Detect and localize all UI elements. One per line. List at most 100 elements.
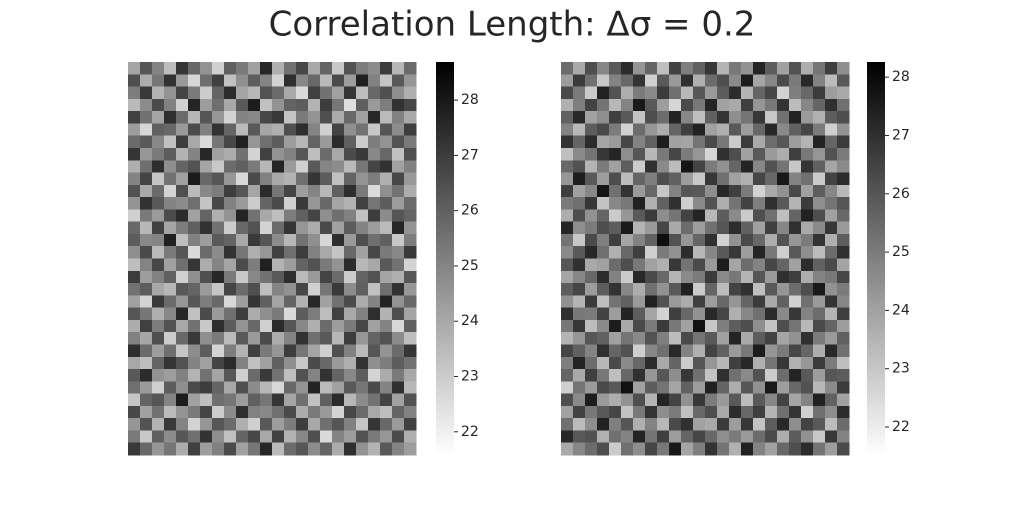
heatmap-cell [236,197,249,210]
heatmap-cell [693,172,706,186]
heatmap-cell [657,209,670,222]
heatmap-cell [765,62,778,75]
heatmap-cell [741,356,754,370]
heatmap-cell [621,332,634,345]
heatmap-cell [236,381,249,394]
heatmap-cell [176,62,189,75]
heatmap-cell [152,86,165,100]
heatmap-cell [741,295,754,308]
heatmap-cell [332,344,345,358]
heatmap-cell [645,197,658,210]
heatmap-cell [837,332,850,345]
heatmap-cell [621,381,634,394]
heatmap-cell [837,221,850,235]
heatmap-cell [152,442,165,456]
heatmap-cell [705,270,718,284]
heatmap-cell [681,74,694,87]
heatmap-cell [681,135,694,149]
heatmap-cell [308,135,321,149]
heatmap-cell [152,332,165,345]
heatmap-cell [645,135,658,149]
heatmap-cell [765,356,778,370]
heatmap-cell [260,86,273,100]
heatmap-cell [188,356,201,370]
heatmap-cell [224,184,237,198]
heatmap-cell [404,233,417,247]
heatmap-cell [356,184,369,198]
heatmap-cell [272,172,285,186]
heatmap-cell [585,111,598,124]
heatmap-cell [404,393,417,407]
heatmap-cell [573,172,586,186]
heatmap-cell [188,344,201,358]
heatmap-cell [272,356,285,370]
heatmap-cell [789,270,802,284]
heatmap-cell [248,369,261,382]
heatmap-cell [753,86,766,100]
heatmap-cell [705,283,718,296]
heatmap-cell [669,356,682,370]
heatmap-cell [164,418,177,431]
heatmap-cell [344,283,357,296]
heatmap-cell [200,233,213,247]
heatmap-cell [777,147,790,161]
heatmap-cell [392,147,405,161]
heatmap-cell [705,369,718,382]
heatmap-cell [296,307,309,321]
heatmap-cell [657,283,670,296]
heatmap-cell [212,246,225,259]
heatmap-cell [717,405,730,419]
heatmap-cell [717,393,730,407]
heatmap-cell [621,74,634,87]
heatmap-cell [140,62,153,75]
heatmap-cell [825,123,838,136]
heatmap-cell [609,369,622,382]
heatmap-cell [308,258,321,272]
heatmap-cell [621,135,634,149]
heatmap-cell [597,270,610,284]
heatmap-cell [152,307,165,321]
heatmap-cell [585,307,598,321]
heatmap-cell [753,123,766,136]
heatmap-cell [777,197,790,210]
heatmap-cell [320,418,333,431]
heatmap-cell [392,98,405,112]
heatmap-cell [729,233,742,247]
heatmap-cell [825,332,838,345]
heatmap-cell [212,147,225,161]
heatmap-cell [777,381,790,394]
heatmap-cell [164,111,177,124]
heatmap-cell [332,319,345,333]
heatmap-cell [272,246,285,259]
heatmap-cell [392,86,405,100]
heatmap-cell [344,418,357,431]
heatmap-cell [693,356,706,370]
heatmap-cell [320,147,333,161]
heatmap-cell [404,283,417,296]
heatmap-cell [813,86,826,100]
heatmap-cell [597,283,610,296]
heatmap-cell [404,295,417,308]
heatmap-cell [236,442,249,456]
heatmap-cell [236,123,249,136]
heatmap-cell [176,98,189,112]
heatmap-cell [200,307,213,321]
heatmap-cell [200,86,213,100]
heatmap-cell [561,246,574,259]
heatmap-cell [344,98,357,112]
heatmap-cell [404,344,417,358]
heatmap-cell [729,405,742,419]
heatmap-cell [164,62,177,75]
heatmap-cell [188,74,201,87]
heatmap-cell [837,184,850,198]
heatmap-cell [657,123,670,136]
heatmap-cell [753,172,766,186]
heatmap-cell [813,393,826,407]
heatmap-cell [813,332,826,345]
heatmap-cell [128,233,141,247]
heatmap-cell [308,184,321,198]
heatmap-cell [248,111,261,124]
heatmap-cell [128,111,141,124]
heatmap-cell [368,405,381,419]
heatmap-cell [825,442,838,456]
